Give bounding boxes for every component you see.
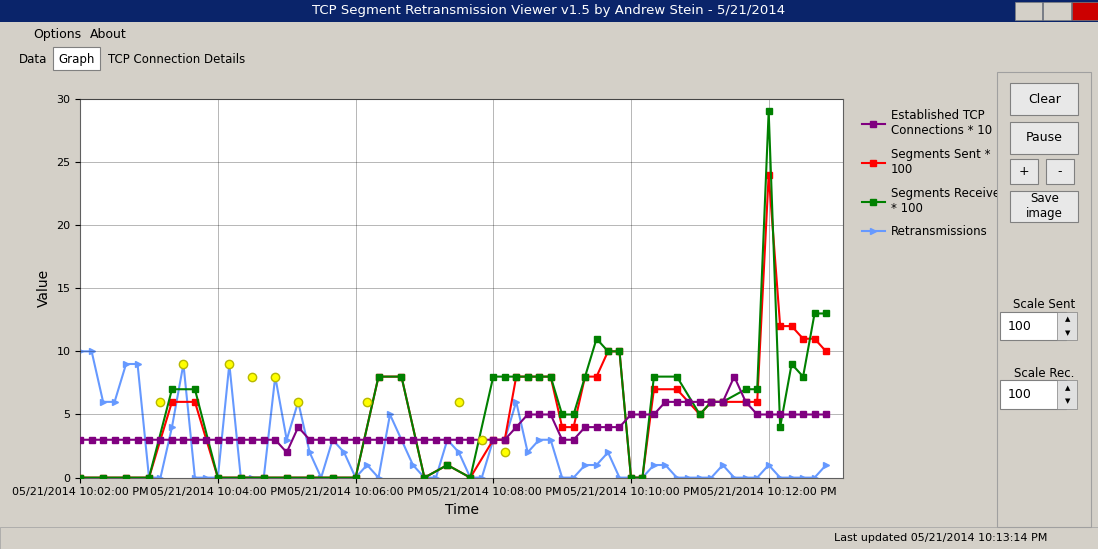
- Text: 100: 100: [1008, 388, 1032, 401]
- Text: Data: Data: [19, 53, 47, 66]
- Text: TCP Segment Retransmission Viewer v1.5 by Andrew Stein - 5/21/2014: TCP Segment Retransmission Viewer v1.5 b…: [313, 4, 785, 18]
- Text: 100: 100: [1008, 320, 1032, 333]
- Text: ▲: ▲: [1065, 385, 1069, 391]
- X-axis label: Time: Time: [445, 503, 479, 517]
- Text: TCP Connection Details: TCP Connection Details: [108, 53, 245, 66]
- Text: Pause: Pause: [1026, 131, 1063, 144]
- Y-axis label: Value: Value: [36, 269, 51, 307]
- Legend: Established TCP
Connections * 10, Segments Sent *
100, Segments Received
* 100, : Established TCP Connections * 10, Segmen…: [856, 105, 1012, 243]
- Text: ▼: ▼: [1065, 330, 1069, 335]
- Text: Save
image: Save image: [1026, 192, 1063, 221]
- Text: -: -: [1057, 165, 1063, 178]
- Text: Clear: Clear: [1028, 93, 1061, 106]
- Text: ▼: ▼: [1065, 399, 1069, 404]
- Text: Last updated 05/21/2014 10:13:14 PM: Last updated 05/21/2014 10:13:14 PM: [834, 533, 1047, 543]
- Text: ▲: ▲: [1065, 317, 1069, 322]
- Text: Graph: Graph: [58, 53, 94, 66]
- Text: Options: Options: [33, 27, 81, 41]
- Text: +: +: [1019, 165, 1029, 178]
- Text: Scale Sent: Scale Sent: [1013, 298, 1075, 311]
- Text: About: About: [90, 27, 126, 41]
- Text: Scale Rec.: Scale Rec.: [1015, 367, 1074, 380]
